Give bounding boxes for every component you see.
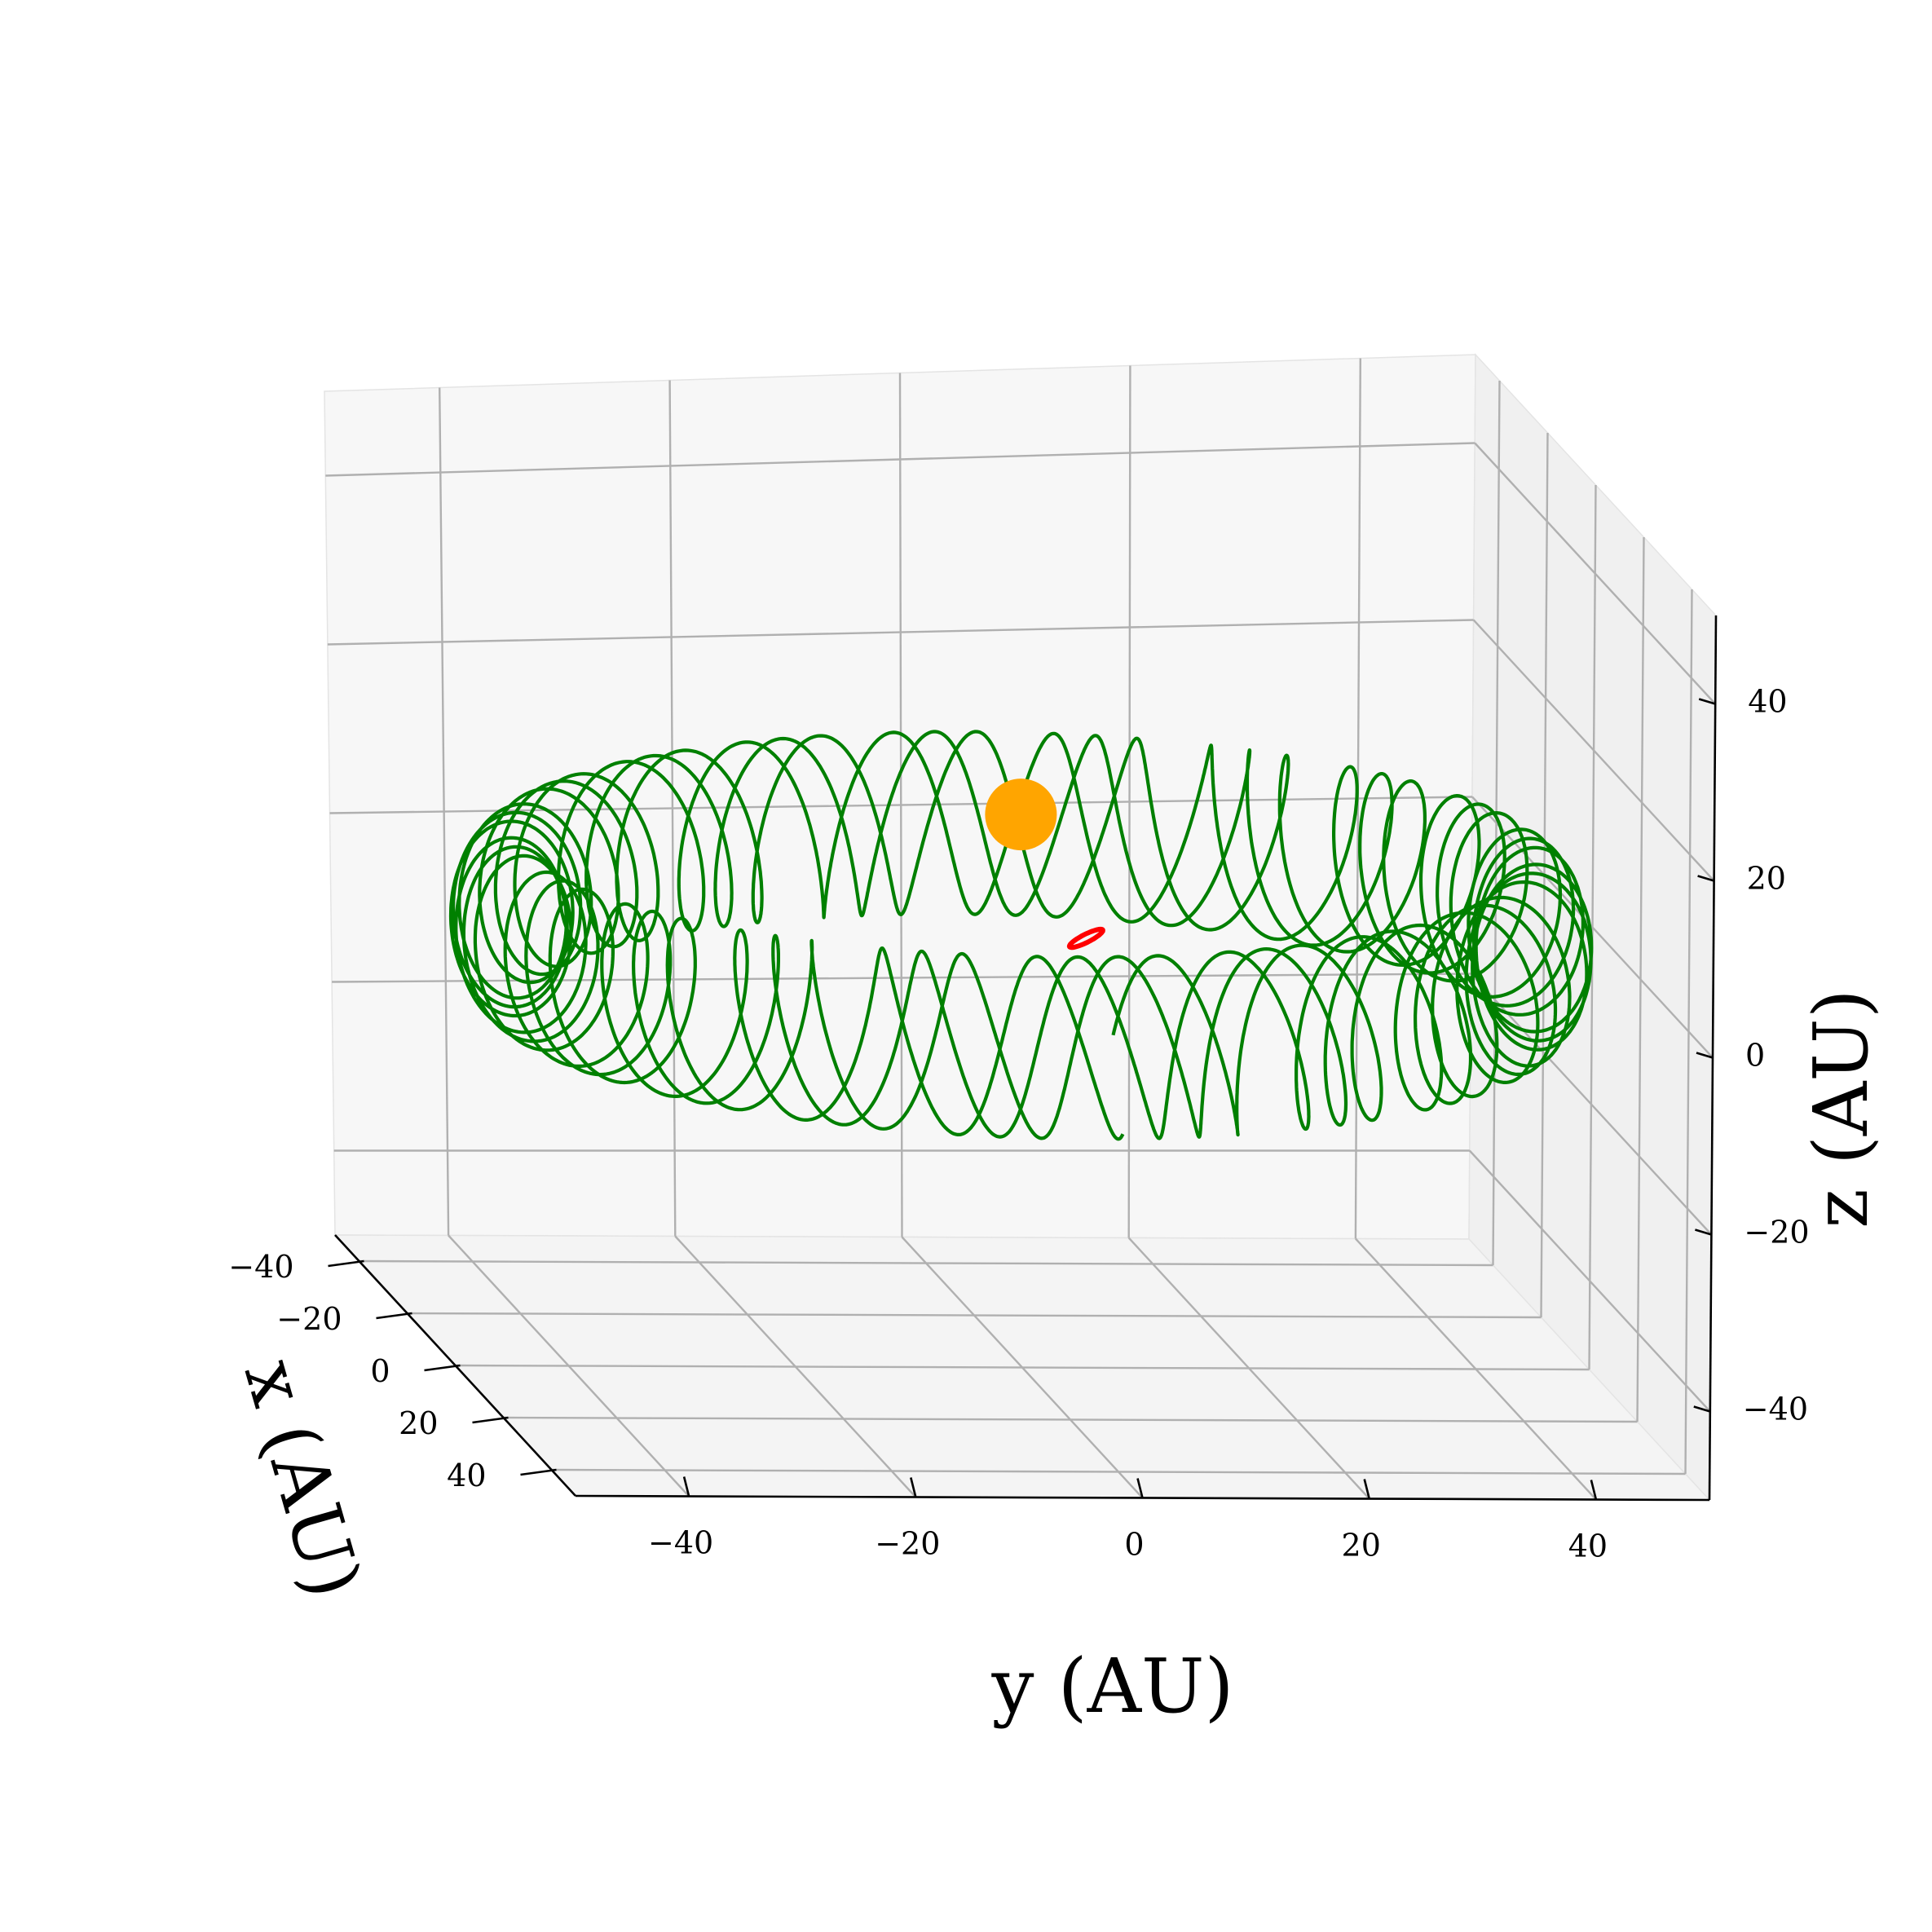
z-tick-label: 40: [1748, 684, 1787, 720]
x-tick-mark: [376, 1312, 412, 1320]
y-tick-label: −20: [875, 1526, 940, 1562]
y-tick-mark: [1590, 1480, 1598, 1500]
grid-line-x-floor: [551, 1468, 1686, 1475]
grid-line-y-back: [1127, 365, 1131, 1238]
y-tick-mark: [910, 1477, 917, 1498]
trajectory-layer: [448, 730, 1594, 1141]
central-star-marker: [985, 779, 1057, 851]
grid-line-y-back: [898, 373, 903, 1237]
grid-line-x-side: [1636, 536, 1645, 1423]
z-tick-label: 20: [1747, 861, 1786, 897]
x-tick-label: 20: [399, 1405, 438, 1441]
grid-line-x-side: [1492, 380, 1501, 1266]
z-tick-mark: [1696, 1052, 1714, 1059]
grid-line-x-side: [1684, 589, 1693, 1475]
grid-line-x-floor: [503, 1416, 1638, 1423]
point-marks: [985, 779, 1057, 851]
grid-line-y-back: [668, 380, 677, 1237]
z-tick-mark: [1695, 1228, 1712, 1236]
grid-line-y-back: [439, 387, 450, 1236]
axis-lines: [328, 615, 1718, 1502]
x-axis-label: x (AU): [227, 1351, 378, 1608]
grid-line-x-floor: [359, 1259, 1493, 1267]
z-tick-label: 0: [1745, 1038, 1765, 1074]
grid-line-x-side: [1588, 484, 1597, 1370]
x-tick-mark: [472, 1416, 509, 1424]
x-tick-mark: [520, 1468, 557, 1476]
green-trajectory-line: [448, 730, 1594, 1141]
y-tick-label: 20: [1342, 1528, 1381, 1564]
x-tick-label: −40: [228, 1249, 293, 1285]
y-tick-mark: [1363, 1479, 1370, 1499]
x-tick-label: 0: [370, 1353, 390, 1389]
z-axis-label: z (AU): [1797, 989, 1885, 1228]
y-tick-label: 0: [1124, 1527, 1144, 1563]
z-tick-label: −20: [1744, 1215, 1809, 1251]
y-tick-mark: [1136, 1478, 1144, 1498]
red-orbit-line: [1066, 926, 1105, 951]
x-tick-mark: [328, 1259, 364, 1268]
y-tick-label: −40: [648, 1525, 713, 1561]
z-tick-mark: [1698, 698, 1716, 705]
x-tick-mark: [424, 1364, 461, 1372]
z-tick-mark: [1693, 1405, 1711, 1413]
grid-line-x-floor: [407, 1312, 1542, 1319]
grid-line-x-floor: [455, 1364, 1590, 1371]
y-axis-label: y (AU): [991, 1643, 1234, 1730]
z-tick-mark: [1697, 875, 1714, 882]
x-tick-label: 40: [447, 1458, 486, 1493]
z-tick-label: −40: [1743, 1392, 1808, 1427]
y-tick-label: 40: [1568, 1528, 1608, 1564]
y-tick-mark: [682, 1476, 690, 1497]
x-tick-label: −20: [276, 1301, 342, 1337]
